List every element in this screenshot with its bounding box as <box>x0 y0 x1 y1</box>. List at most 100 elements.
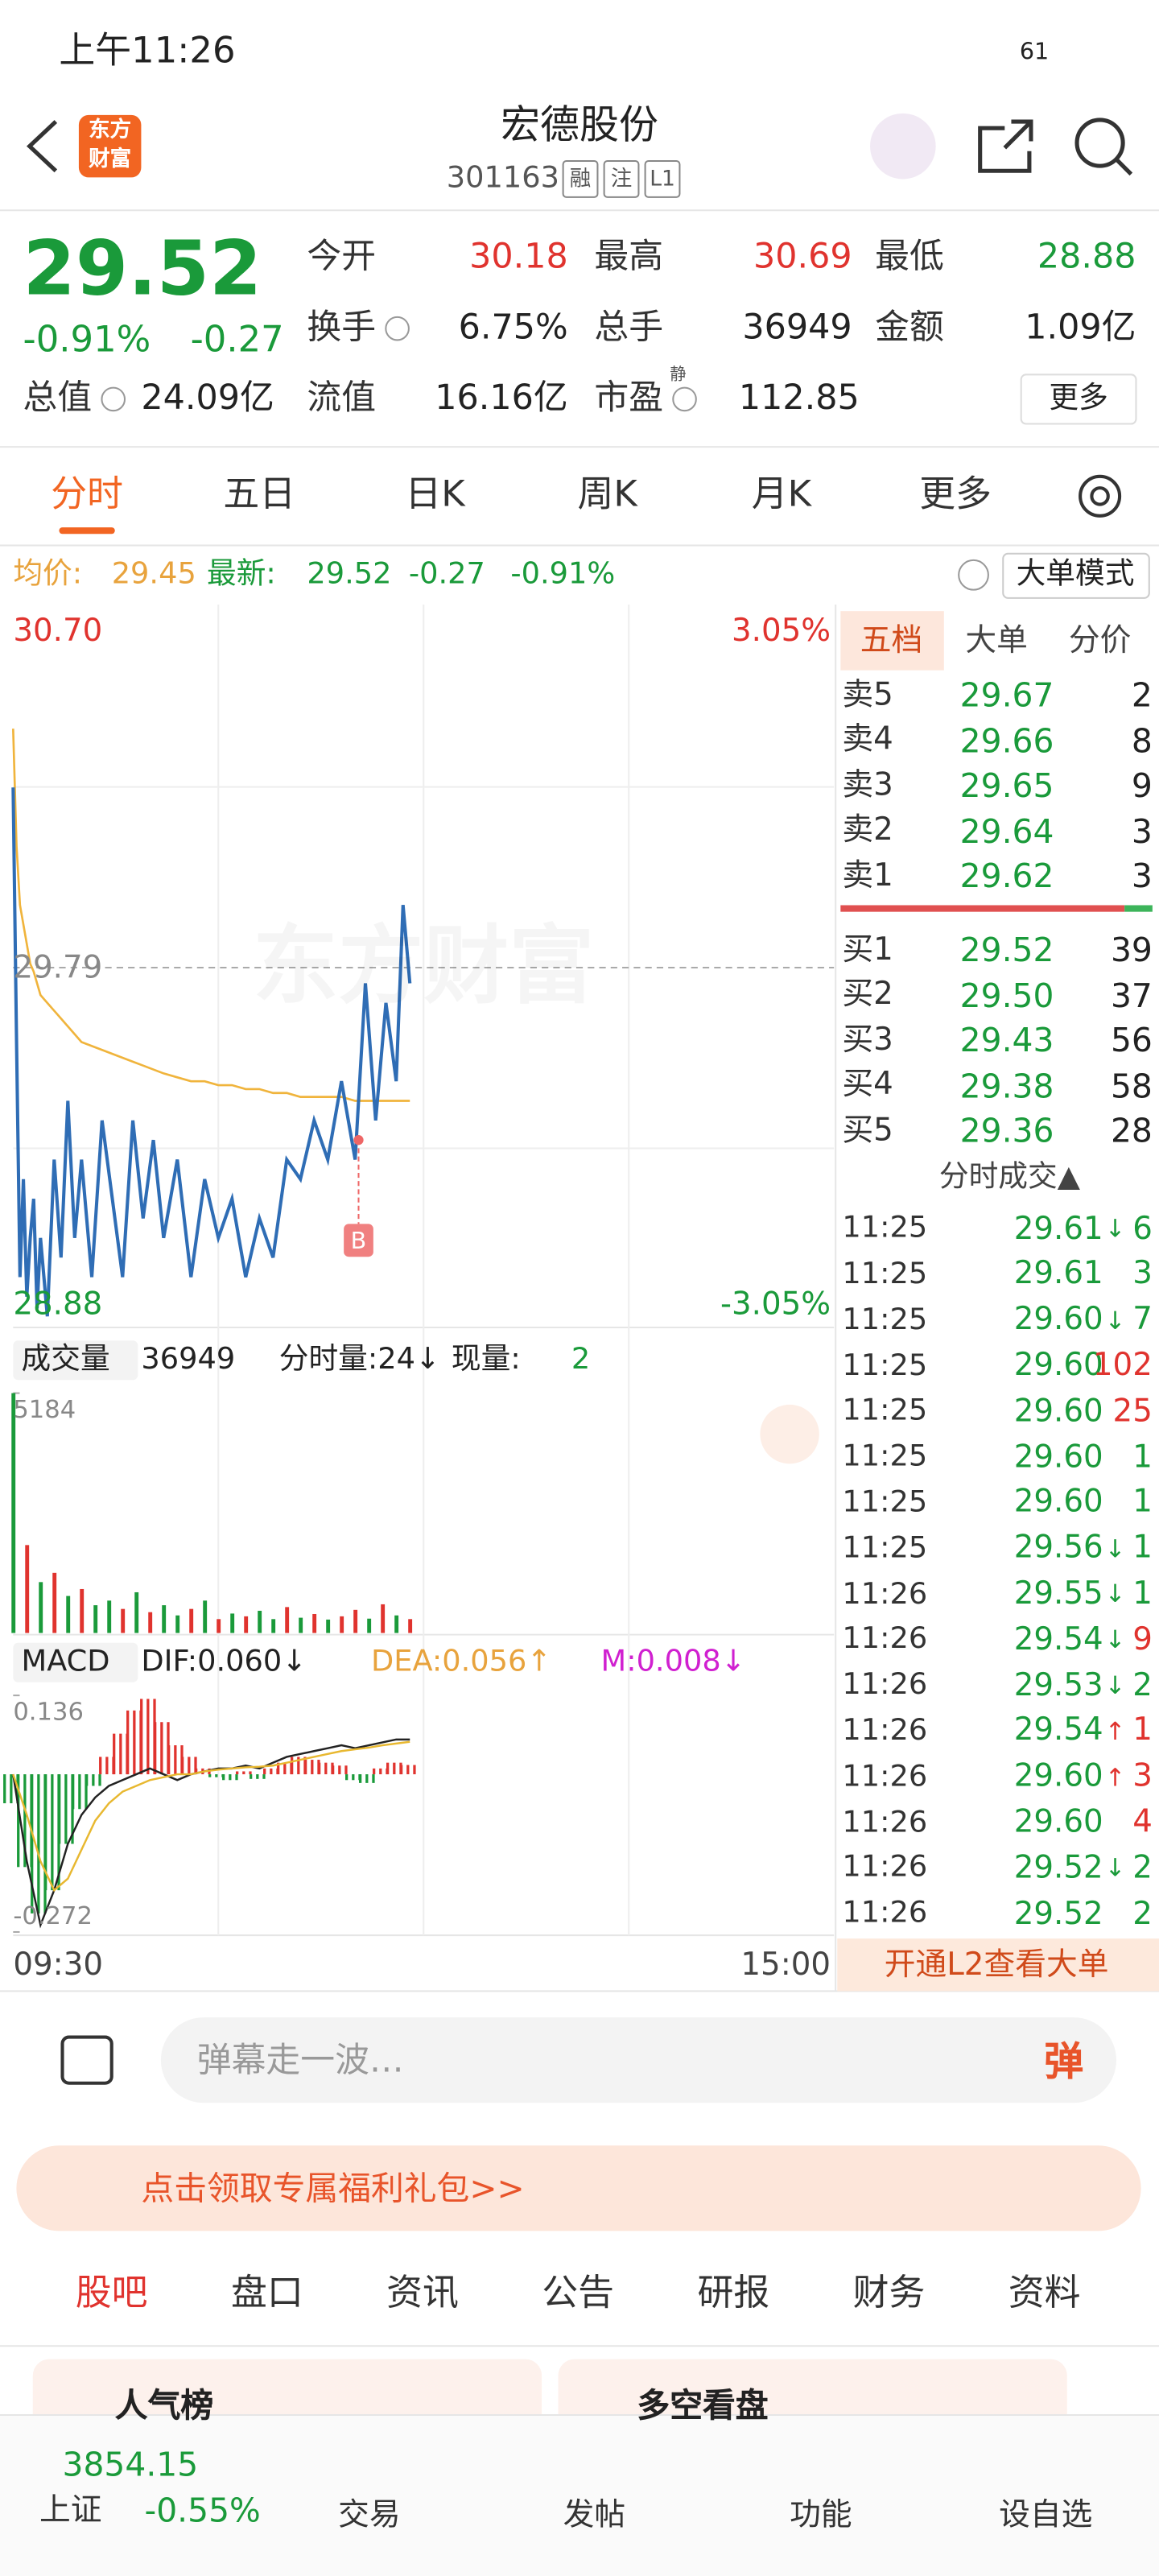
info-change-pct: -0.91% <box>510 557 616 592</box>
field-value: 30.18 <box>469 237 568 277</box>
section-tab[interactable]: 资讯 <box>386 2273 459 2315</box>
icons <box>26 118 1133 2479</box>
promo-banner[interactable] <box>16 2145 1141 2231</box>
volume-bar <box>162 1605 167 1633</box>
chart-tab[interactable]: 五日 <box>223 474 296 516</box>
volume-bar <box>312 1613 317 1633</box>
last-label: 最新: <box>207 557 276 592</box>
volume-bar <box>189 1608 194 1633</box>
volume-bar <box>148 1612 153 1633</box>
logo-text: 财富 <box>89 148 132 173</box>
nav-item[interactable]: 设自选 <box>999 2496 1093 2533</box>
macd-bar <box>318 1762 321 1775</box>
field-value: 28.88 <box>1037 237 1136 277</box>
danmaku-icon[interactable] <box>60 2035 113 2085</box>
book-volume: 3 <box>1131 856 1153 896</box>
trade-volume: 1 <box>1132 1712 1153 1749</box>
macd-bar <box>344 1765 348 1775</box>
trade-time: 11:25 <box>842 1393 928 1429</box>
section-tab[interactable]: 财务 <box>852 2273 926 2315</box>
avatar[interactable] <box>870 113 936 180</box>
book-volume: 28 <box>1110 1110 1153 1150</box>
nav-item[interactable]: 交易 <box>338 2496 401 2533</box>
volume-bar <box>326 1619 331 1633</box>
book-tab-active <box>840 611 944 671</box>
comment-input[interactable] <box>160 2017 1116 2103</box>
trade-volume: 1 <box>1132 1575 1153 1612</box>
macd-bar <box>3 1774 6 1804</box>
help-icon[interactable] <box>958 559 989 591</box>
volume-selector[interactable] <box>13 1340 138 1381</box>
nav-item[interactable]: 功能 <box>790 2496 852 2533</box>
settings-icon[interactable] <box>1079 474 1122 518</box>
section-tab[interactable]: 研报 <box>697 2273 770 2315</box>
trade-price: 29.60 <box>1013 1803 1103 1840</box>
section-tab[interactable]: 公告 <box>542 2273 615 2315</box>
book-label: 卖4 <box>842 721 893 758</box>
macd-bar <box>64 1774 68 1844</box>
book-volume: 9 <box>1131 766 1153 805</box>
trade-time: 11:25 <box>842 1302 928 1337</box>
marker-label: B <box>350 1228 367 1255</box>
more-button[interactable] <box>1020 374 1137 425</box>
macd-bar <box>406 1765 410 1775</box>
trade-direction: ↑ <box>1104 1761 1126 1792</box>
field-label: 市盈 <box>594 378 664 419</box>
section-tab[interactable]: 资料 <box>1008 2273 1081 2315</box>
volume-bar <box>394 1615 399 1633</box>
trade-time: 11:26 <box>842 1667 928 1703</box>
marker-box <box>344 1224 373 1257</box>
macd-bar <box>167 1745 171 1775</box>
l2-banner[interactable] <box>837 1938 1159 1992</box>
chart-tab[interactable]: 更多 <box>919 474 992 516</box>
book-tab[interactable]: 大单 <box>965 621 1028 658</box>
chart-tab[interactable]: 月K <box>751 474 812 516</box>
volume-bar <box>134 1591 139 1633</box>
trade-direction: ↓ <box>1104 1305 1126 1335</box>
search-icon[interactable] <box>1074 118 1125 168</box>
macd-bar <box>17 1774 20 1868</box>
back-icon[interactable] <box>26 120 58 173</box>
macd-bar <box>400 1765 403 1775</box>
info-icon <box>385 316 410 341</box>
trade-time: 11:25 <box>842 1484 928 1520</box>
chart-tab[interactable]: 日K <box>405 474 465 516</box>
macd-bar <box>23 1774 27 1868</box>
section-tab[interactable]: 盘口 <box>230 2273 303 2315</box>
mode-button[interactable] <box>1002 552 1150 599</box>
book-price: 29.43 <box>959 1020 1054 1060</box>
bottom-nav <box>0 2414 1159 2576</box>
book-label: 卖3 <box>842 766 893 803</box>
nav-item[interactable]: 发帖 <box>563 2496 626 2533</box>
trade-price: 29.61 <box>1013 1210 1103 1247</box>
volume-bar <box>271 1619 276 1633</box>
chart-tab[interactable]: 周K <box>577 474 637 516</box>
trade-volume: 3 <box>1132 1758 1153 1794</box>
trade-volume: 7 <box>1132 1301 1153 1338</box>
trade-price: 29.60 <box>1013 1301 1103 1338</box>
book-label: 买1 <box>842 931 893 968</box>
trade-time: 11:25 <box>842 1257 928 1292</box>
volume-bar <box>299 1617 303 1633</box>
book-price: 29.36 <box>959 1110 1054 1150</box>
field-label: 换手 <box>307 308 377 348</box>
volume-bar <box>367 1618 372 1633</box>
macd-selector[interactable] <box>13 1642 138 1682</box>
macd-bar <box>208 1774 212 1777</box>
expand-button[interactable] <box>760 1404 819 1464</box>
macd-bar <box>174 1745 177 1775</box>
book-tab[interactable]: 五档 <box>860 621 923 658</box>
section-tab[interactable]: 股吧 <box>75 2273 148 2315</box>
book-label: 卖2 <box>842 811 893 848</box>
share-icon[interactable] <box>978 119 1033 173</box>
index-value: 3854.15 <box>62 2444 199 2484</box>
book-price: 29.64 <box>959 811 1054 851</box>
book-price: 29.38 <box>959 1065 1054 1105</box>
volume-bar <box>66 1596 71 1633</box>
volume-bar <box>285 1607 290 1633</box>
chart-tab[interactable]: 分时 <box>51 474 123 516</box>
macd-bar <box>194 1757 197 1775</box>
book-tab[interactable]: 分价 <box>1068 621 1132 658</box>
trade-volume: 2 <box>1132 1666 1153 1703</box>
macd-bar <box>304 1760 307 1775</box>
